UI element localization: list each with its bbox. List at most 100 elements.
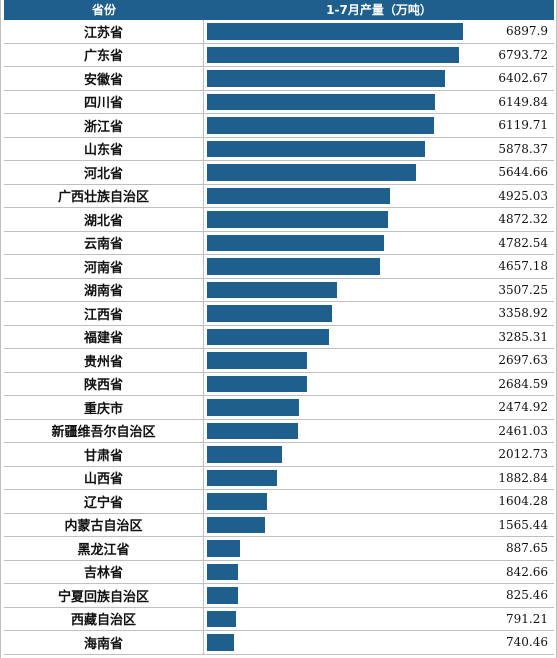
table-row: 贵州省 2697.63 [4, 349, 554, 373]
bar [207, 140, 426, 157]
value-label: 6793.72 [498, 47, 548, 62]
province-label: 云南省 [4, 231, 204, 254]
value-label: 6402.67 [498, 71, 548, 86]
table-row: 辽宁省 1604.28 [4, 490, 554, 514]
value-label: 3358.92 [498, 306, 548, 321]
header-province: 省份 [91, 3, 116, 17]
table-row: 新疆维吾尔自治区 2461.03 [4, 419, 554, 443]
province-label: 西藏自治区 [4, 607, 204, 630]
province-label: 湖北省 [4, 208, 204, 231]
table-row: 江苏省 6897.9 [4, 20, 554, 44]
table-row: 云南省 4782.54 [4, 231, 554, 255]
left-border [0, 0, 1, 658]
value-label: 842.66 [506, 564, 548, 579]
bar [207, 446, 282, 463]
province-label: 江西省 [4, 302, 204, 325]
province-label: 黑龙江省 [4, 537, 204, 560]
bar [207, 352, 308, 369]
province-label: 河北省 [4, 161, 204, 184]
bar [207, 23, 463, 40]
province-label: 内蒙古自治区 [4, 513, 204, 536]
bar [207, 187, 390, 204]
table-row: 海南省 740.46 [4, 631, 554, 655]
table-row: 四川省 6149.84 [4, 90, 554, 114]
province-label: 山东省 [4, 137, 204, 160]
value-label: 4657.18 [498, 259, 548, 274]
table-row: 山西省 1882.84 [4, 466, 554, 490]
bar [207, 46, 460, 63]
bar [207, 516, 266, 533]
province-label: 重庆市 [4, 396, 204, 419]
value-label: 791.21 [506, 611, 548, 626]
table-row: 广东省 6793.72 [4, 43, 554, 67]
table-row: 西藏自治区 791.21 [4, 607, 554, 631]
province-label: 福建省 [4, 325, 204, 348]
bar [207, 93, 436, 110]
value-label: 2684.59 [498, 376, 548, 391]
province-label: 甘肃省 [4, 443, 204, 466]
table-row: 吉林省 842.66 [4, 560, 554, 584]
value-label: 1565.44 [498, 517, 548, 532]
province-label: 四川省 [4, 90, 204, 113]
table-header: 省份 1-7月产量（万吨） [4, 0, 554, 20]
value-label: 2012.73 [498, 447, 548, 462]
value-label: 1882.84 [498, 470, 548, 485]
value-label: 3285.31 [498, 329, 548, 344]
bar [207, 422, 299, 439]
province-label: 广东省 [4, 43, 204, 66]
table-row: 山东省 5878.37 [4, 137, 554, 161]
bar [207, 610, 237, 627]
province-label: 新疆维吾尔自治区 [4, 419, 204, 442]
value-label: 2461.03 [498, 423, 548, 438]
province-label: 山西省 [4, 466, 204, 489]
bar [207, 399, 299, 416]
province-label: 广西壮族自治区 [4, 184, 204, 207]
table-row: 安徽省 6402.67 [4, 67, 554, 91]
bar [207, 281, 338, 298]
bar [207, 563, 239, 580]
bar [207, 70, 445, 87]
value-label: 4872.32 [498, 212, 548, 227]
table-row: 湖南省 3507.25 [4, 278, 554, 302]
table-row: 江西省 3358.92 [4, 302, 554, 326]
bar [207, 634, 235, 651]
table-row: 广西壮族自治区 4925.03 [4, 184, 554, 208]
bar [207, 305, 332, 322]
value-label: 2474.92 [498, 400, 548, 415]
value-label: 5878.37 [498, 141, 548, 156]
table-row: 黑龙江省 887.65 [4, 537, 554, 561]
table-row: 福建省 3285.31 [4, 325, 554, 349]
bar [207, 375, 307, 392]
table-row: 内蒙古自治区 1565.44 [4, 513, 554, 537]
value-label: 3507.25 [498, 282, 548, 297]
value-label: 4925.03 [498, 188, 548, 203]
province-label: 贵州省 [4, 349, 204, 372]
table-row: 甘肃省 2012.73 [4, 443, 554, 467]
province-label: 宁夏回族自治区 [4, 584, 204, 607]
table-row: 湖北省 4872.32 [4, 208, 554, 232]
bar [207, 587, 238, 604]
table-row: 河北省 5644.66 [4, 161, 554, 185]
value-label: 6897.9 [506, 24, 548, 39]
table-row: 河南省 4657.18 [4, 255, 554, 279]
bar [207, 164, 417, 181]
province-label: 湖南省 [4, 278, 204, 301]
bar [207, 234, 385, 251]
value-label: 887.65 [506, 541, 548, 556]
province-label: 河南省 [4, 255, 204, 278]
province-label: 江苏省 [4, 20, 204, 43]
bar [207, 117, 435, 134]
value-label: 6119.71 [498, 118, 548, 133]
value-label: 6149.84 [498, 94, 548, 109]
bar [207, 328, 329, 345]
table-row: 浙江省 6119.71 [4, 114, 554, 138]
bar [207, 493, 267, 510]
table-row: 重庆市 2474.92 [4, 396, 554, 420]
value-label: 1604.28 [498, 494, 548, 509]
value-label: 4782.54 [498, 235, 548, 250]
table-row: 宁夏回族自治区 825.46 [4, 584, 554, 608]
value-label: 2697.63 [498, 353, 548, 368]
province-label: 浙江省 [4, 114, 204, 137]
bar [207, 540, 240, 557]
bar [207, 469, 277, 486]
